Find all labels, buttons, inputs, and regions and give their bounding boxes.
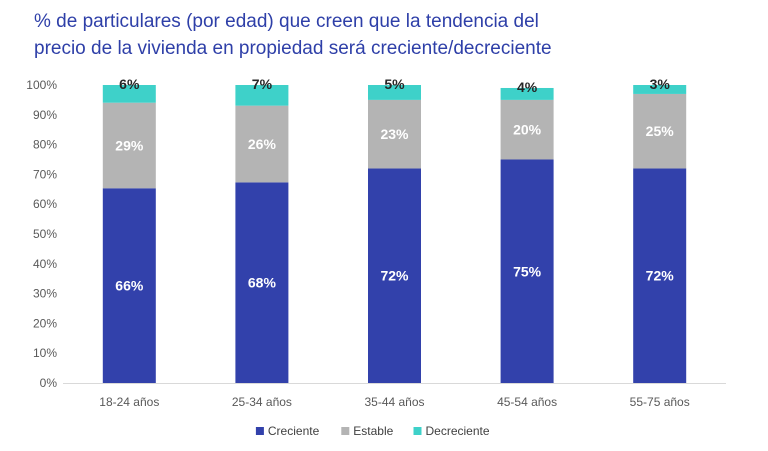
legend-swatch	[341, 427, 350, 435]
bar-segment	[102, 188, 156, 383]
legend-swatch	[413, 427, 422, 435]
data-label: 7%	[252, 76, 273, 92]
data-label: 72%	[646, 268, 675, 284]
data-label: 29%	[115, 137, 144, 153]
legend-label: Estable	[353, 424, 393, 438]
bar-segment	[368, 99, 421, 169]
x-tick-label: 25-34 años	[232, 395, 292, 409]
bar-segment	[235, 85, 289, 106]
data-label: 72%	[380, 268, 409, 284]
y-tick-label: 30%	[33, 287, 57, 301]
legend-label: Decreciente	[426, 424, 490, 438]
chart-title: % de particulares (por edad) que creen q…	[34, 8, 754, 62]
y-tick-label: 50%	[33, 227, 57, 241]
bar-segment	[235, 182, 289, 383]
y-tick-label: 20%	[33, 316, 57, 330]
bar-segment	[102, 85, 156, 103]
x-tick-label: 55-75 años	[630, 395, 690, 409]
data-label: 20%	[513, 122, 542, 138]
bar-segment	[500, 159, 554, 383]
chart-title-line-2: precio de la vivienda en propiedad será …	[34, 38, 552, 59]
legend-swatch	[255, 427, 264, 435]
data-label: 23%	[380, 126, 409, 142]
data-label: 75%	[513, 263, 542, 279]
bar-segment	[500, 87, 554, 100]
bar-segment	[368, 168, 421, 383]
data-label: 25%	[646, 123, 675, 139]
bar-segment	[633, 168, 687, 383]
x-tick-label: 45-54 años	[497, 395, 557, 409]
bar-segment	[633, 93, 687, 169]
bar-segment	[235, 105, 289, 183]
x-tick-label: 18-24 años	[99, 395, 159, 409]
bar-segment	[368, 85, 421, 100]
bar-segment	[102, 102, 156, 189]
y-tick-label: 80%	[33, 138, 57, 152]
y-tick-label: 0%	[40, 376, 58, 390]
bar-segment	[500, 99, 554, 160]
y-tick-label: 70%	[33, 167, 57, 181]
bar-segment	[633, 85, 687, 94]
data-label: 5%	[384, 76, 405, 92]
data-label: 3%	[650, 76, 671, 92]
y-tick-label: 60%	[33, 197, 57, 211]
data-label: 66%	[115, 278, 144, 294]
y-tick-label: 10%	[33, 346, 57, 360]
data-label: 4%	[517, 79, 538, 95]
x-tick-label: 35-44 años	[364, 395, 424, 409]
data-label: 68%	[248, 275, 277, 291]
chart-title-line-1: % de particulares (por edad) que creen q…	[34, 11, 539, 32]
legend-label: Creciente	[268, 424, 320, 438]
y-tick-label: 40%	[33, 257, 57, 271]
y-tick-label: 100%	[26, 78, 57, 92]
data-label: 6%	[119, 76, 140, 92]
y-tick-label: 90%	[33, 108, 57, 122]
data-label: 26%	[248, 136, 277, 152]
